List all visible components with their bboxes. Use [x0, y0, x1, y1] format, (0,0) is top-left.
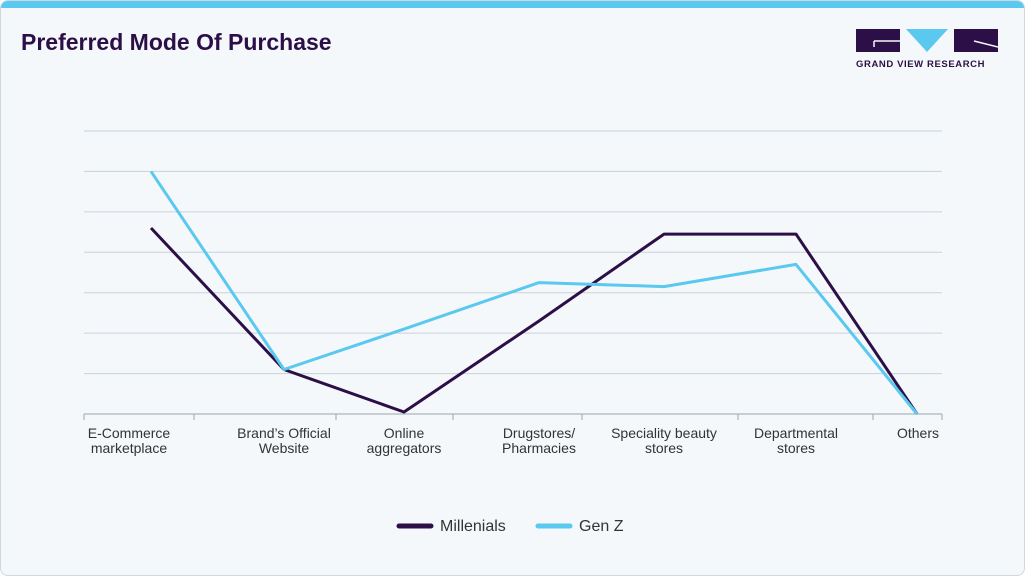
chart-title: Preferred Mode Of Purchase: [21, 29, 332, 55]
logo-text: GRAND VIEW RESEARCH: [856, 59, 986, 70]
x-tick-label: Drugstores/: [503, 425, 575, 441]
x-tick-label: Website: [259, 440, 310, 456]
legend-label: Millenials: [440, 518, 506, 535]
legend-label: Gen Z: [579, 518, 624, 535]
x-tick-label: Pharmacies: [502, 440, 576, 456]
series-line-millenials: [149, 226, 919, 415]
grand-view-research-logo: GRAND VIEW RESEARCH: [856, 29, 999, 73]
x-tick-label: stores: [645, 440, 683, 456]
logo-mark-icon: [856, 29, 999, 52]
x-tick-label: Others: [897, 425, 939, 441]
x-tick-label: marketplace: [91, 440, 167, 456]
x-tick-label: Brand’s Official: [237, 425, 331, 441]
series-line-genz: [149, 170, 919, 415]
x-tick-label: Speciality beauty: [611, 425, 717, 441]
x-tick-label: Departmental: [754, 425, 838, 441]
x-tick-label: aggregators: [367, 440, 442, 456]
x-tick-label: E-Commerce: [88, 425, 171, 441]
top-accent-bar: [1, 1, 1024, 8]
x-tick-label: stores: [777, 440, 815, 456]
x-tick-label: Online: [384, 425, 425, 441]
